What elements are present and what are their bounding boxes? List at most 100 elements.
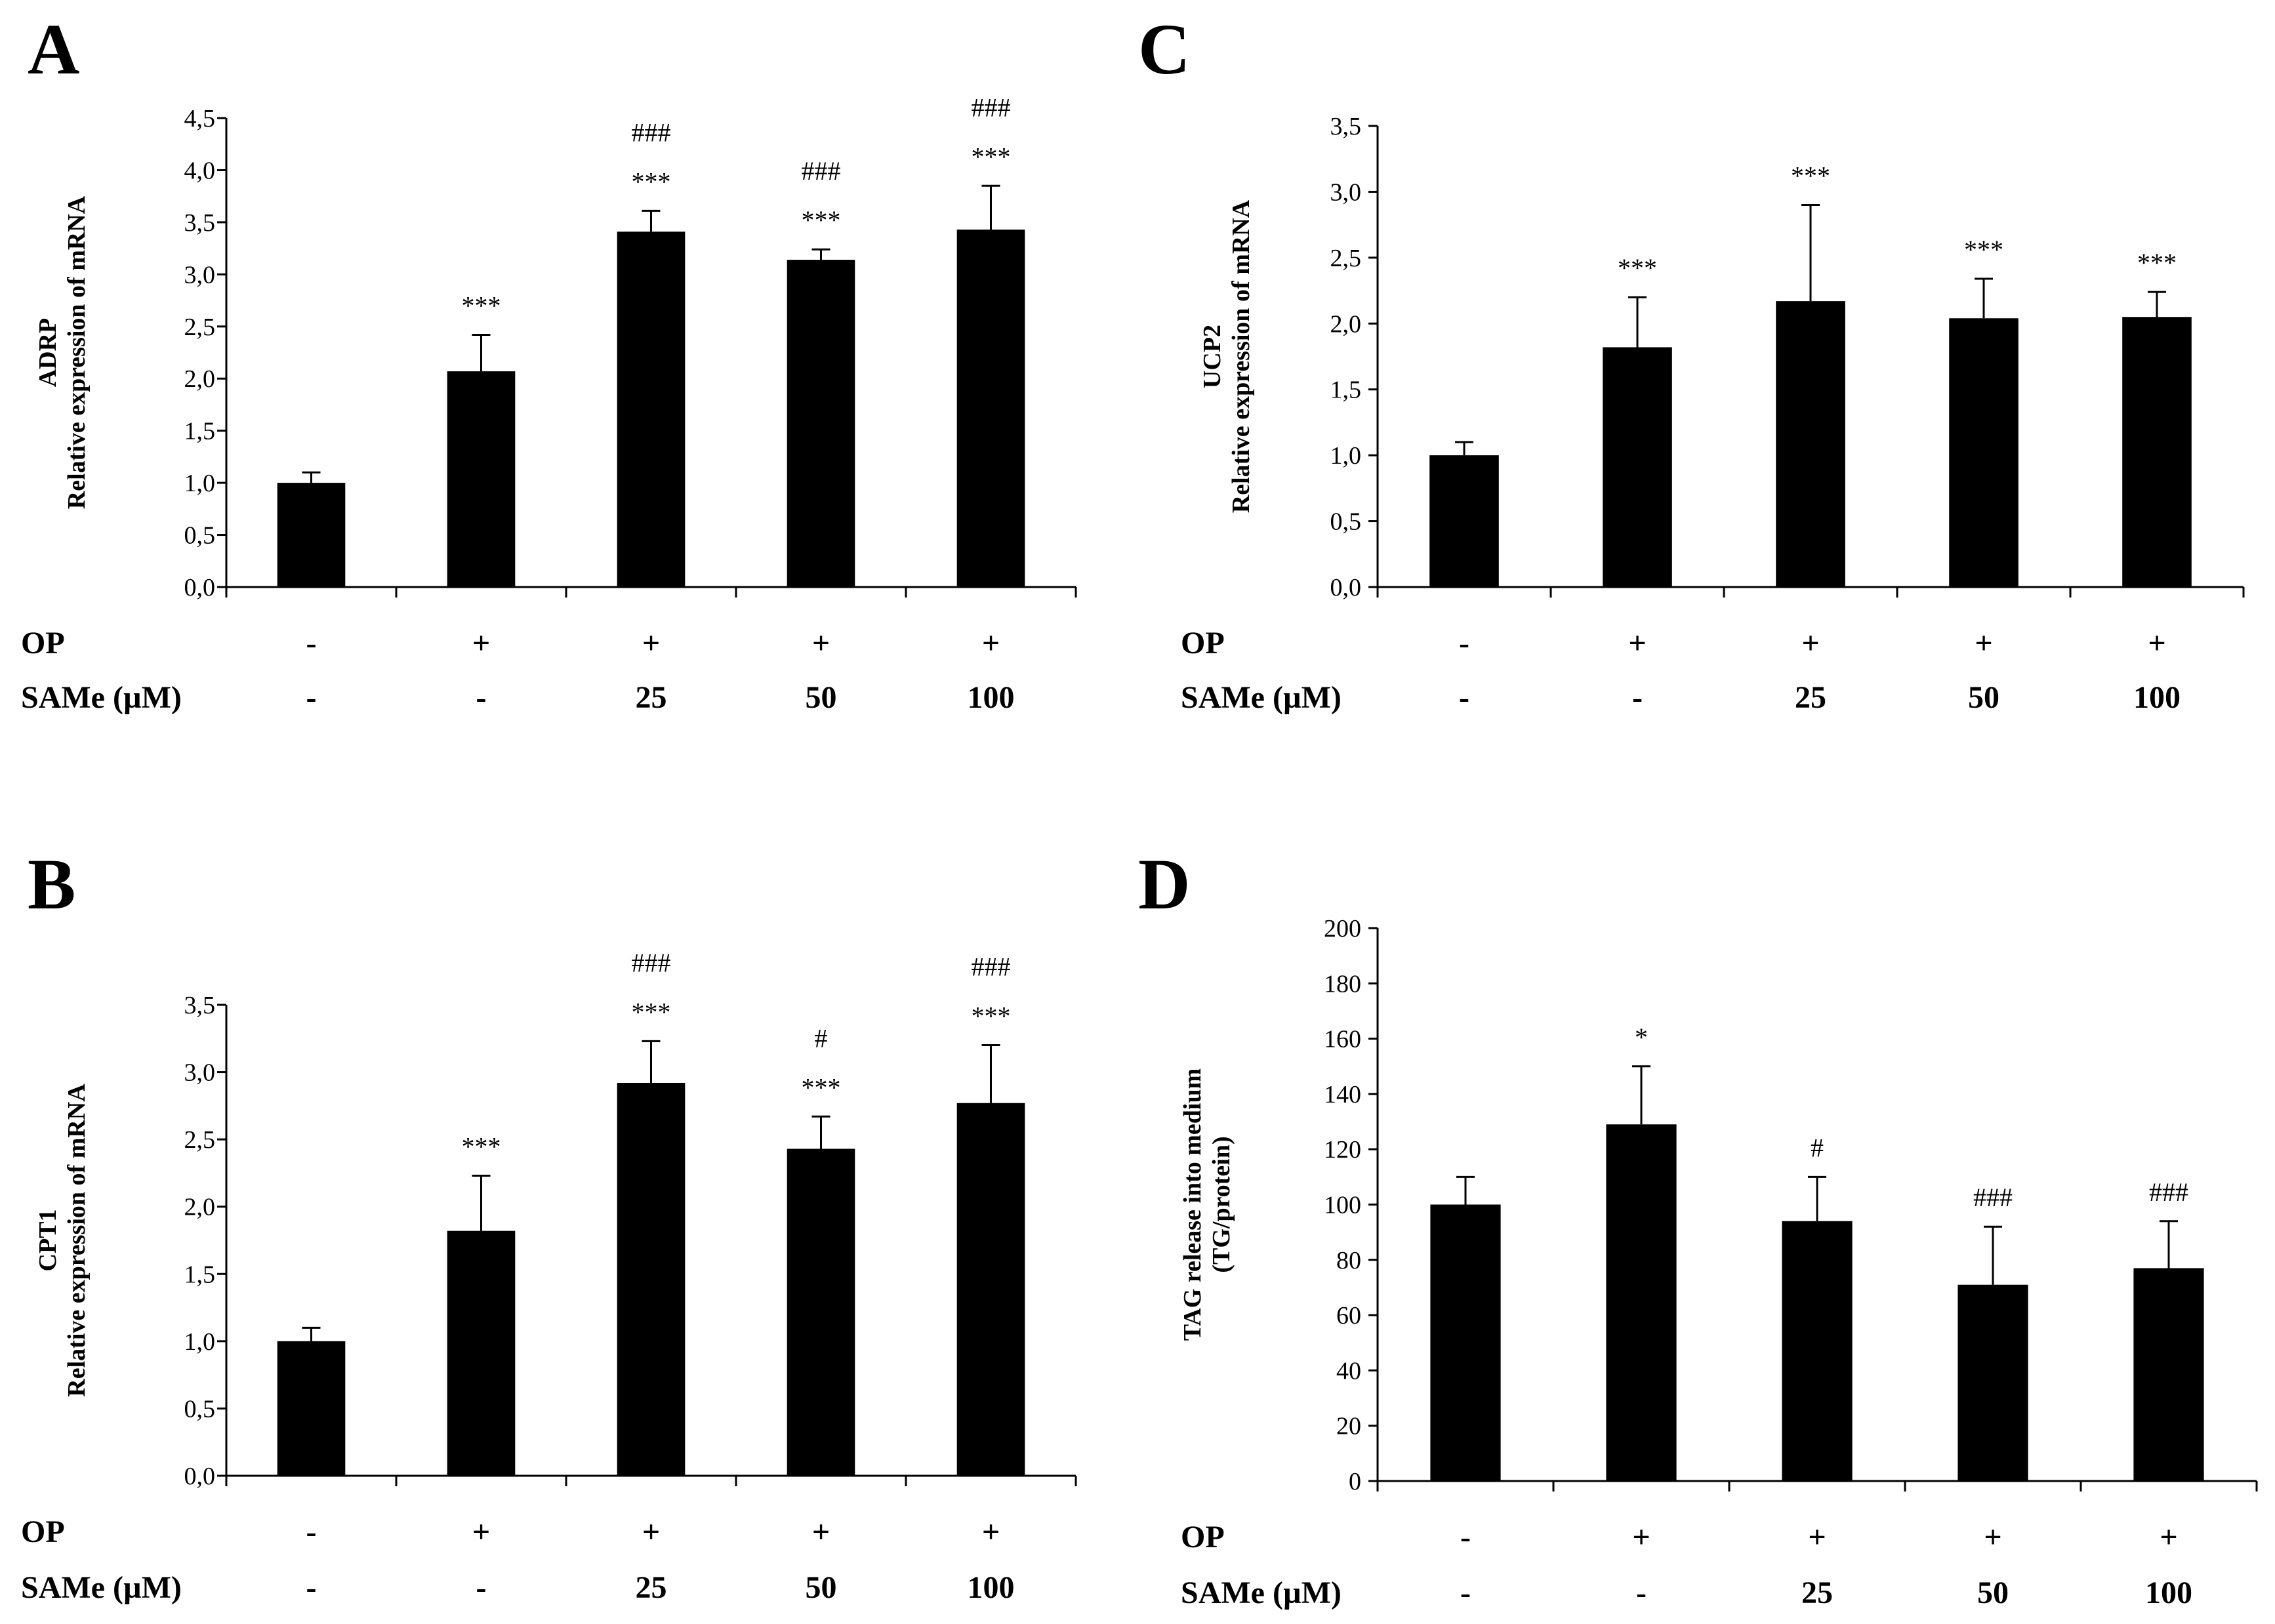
panel-b-significance-star-3: *** xyxy=(632,997,671,1026)
panel-a-bar-5 xyxy=(956,230,1025,587)
panel-c: C 0,0 0,5 1,0 1,5 2,0 2,5 3,0 3,5 UCP2 Relative ex… xyxy=(1138,9,2245,715)
panel-d-y-tick-label: 200 xyxy=(1324,915,1361,943)
panel-d-bar-1 xyxy=(1430,1204,1501,1481)
panel-a-significance-star-4: *** xyxy=(802,205,841,235)
panel-c-bar-3 xyxy=(1776,301,1845,587)
panel-a-significance-star-3: *** xyxy=(632,167,671,196)
panel-a-same-value-5: 100 xyxy=(968,680,1015,715)
panel-d-op-value-3: + xyxy=(1808,1520,1826,1554)
panel-c-bar-4 xyxy=(1949,318,2019,587)
panel-d-y-tick-label: 160 xyxy=(1324,1026,1361,1053)
panel-a-same-row-label: SAMe (µM) xyxy=(21,680,182,715)
panel-a-op-value-5: + xyxy=(982,626,1000,660)
panel-a-y-tick-label: 3,0 xyxy=(184,261,216,289)
panel-a-bar-4 xyxy=(787,260,855,587)
panel-b-bar-4 xyxy=(787,1148,855,1476)
panel-c-significance-star-5: *** xyxy=(2137,248,2177,277)
panel-b-y-tick-label: 0,5 xyxy=(184,1395,216,1423)
panel-c-y-tick-label: 0,5 xyxy=(1330,508,1362,536)
panel-b-same-value-3: 25 xyxy=(636,1570,667,1605)
panel-a-y-tick-label: 3,5 xyxy=(184,209,216,237)
panel-d-y-tick-label: 40 xyxy=(1336,1357,1361,1385)
panel-c-same-value-4: 50 xyxy=(1968,680,1999,715)
panel-d-same-value-3: 25 xyxy=(1801,1575,1833,1610)
panel-b-same-row-label: SAMe (µM) xyxy=(21,1570,182,1605)
panel-a-op-value-2: + xyxy=(472,626,490,660)
panel-c-op-value-5: + xyxy=(2148,626,2165,660)
panel-a-same-value-3: 25 xyxy=(636,680,667,715)
panel-d-y-tick-label: 20 xyxy=(1336,1413,1361,1440)
panel-c-y-tick-label: 3,5 xyxy=(1330,113,1362,140)
panel-c-same-value-5: 100 xyxy=(2133,680,2181,715)
panel-b-y-tick-label: 3,0 xyxy=(184,1059,216,1087)
panel-d-bar-2 xyxy=(1606,1124,1677,1481)
panel-c-letter: C xyxy=(1138,9,1190,89)
panel-b-significance-star-5: *** xyxy=(972,1002,1011,1031)
panel-a-op-value-3: + xyxy=(642,626,660,660)
panel-d-letter: D xyxy=(1138,844,1190,924)
panel-d-significance-star-2: * xyxy=(1635,1023,1648,1052)
panel-b-significance-hash-5: ### xyxy=(972,952,1011,982)
panel-a-bar-2 xyxy=(447,371,516,587)
panel-b-significance-star-2: *** xyxy=(462,1132,501,1162)
panel-c-y-tick-label: 3,0 xyxy=(1330,178,1362,206)
panel-b-bar-2 xyxy=(447,1230,516,1476)
panel-a-y-tick-label: 2,5 xyxy=(184,314,216,341)
panel-a-op-row-label: OP xyxy=(21,626,65,660)
panel-d-bar-5 xyxy=(2133,1268,2204,1481)
panel-d-significance-hash-5: ### xyxy=(2149,1177,2188,1207)
panel-c-y-tick-label: 1,0 xyxy=(1330,442,1362,470)
panel-d-op-row-label: OP xyxy=(1181,1520,1225,1554)
panel-a: A 0,0 0,5 1,0 1,5 2,0 2,5 3,0 3,5 4,0 4,5 ADRP Relat… xyxy=(21,9,1077,715)
panel-b-y-tick-label: 2,5 xyxy=(184,1126,216,1154)
panel-c-bar-2 xyxy=(1603,347,1672,587)
panel-d-op-value-5: + xyxy=(2160,1520,2177,1554)
panel-a-same-value-4: 50 xyxy=(806,680,837,715)
panel-d-op-value-1: - xyxy=(1460,1520,1471,1554)
panel-c-y-tick-label: 1,5 xyxy=(1330,376,1362,404)
panel-a-y-tick-label: 4,5 xyxy=(184,105,216,132)
panel-c-op-value-2: + xyxy=(1628,626,1646,660)
panel-a-significance-hash-4: ### xyxy=(802,156,841,186)
panel-b-bar-3 xyxy=(617,1082,686,1476)
panel-c-same-value-2: - xyxy=(1632,680,1643,715)
panel-b-op-value-4: + xyxy=(812,1514,830,1549)
panel-c-significance-star-3: *** xyxy=(1791,161,1830,191)
panel-a-bar-3 xyxy=(617,232,686,587)
panel-b-y-tick-label: 1,0 xyxy=(184,1328,216,1356)
panel-b-y-tick-label: 0,0 xyxy=(184,1463,216,1490)
panel-b-op-value-5: + xyxy=(982,1514,1000,1549)
panel-d-op-value-4: + xyxy=(1984,1520,2001,1554)
panel-b-op-value-2: + xyxy=(472,1514,490,1549)
panel-c-same-row-label: SAMe (µM) xyxy=(1181,680,1342,715)
panel-a-bar-1 xyxy=(277,483,346,587)
panel-a-y-tick-label: 1,5 xyxy=(184,418,216,445)
panel-d-significance-hash-4: ### xyxy=(1973,1183,2013,1212)
panel-a-y-label-line2: Relative expression of mRNA xyxy=(63,195,91,509)
panel-d-y-tick-label: 180 xyxy=(1324,970,1361,998)
panel-a-significance-hash-5: ### xyxy=(972,92,1011,122)
panel-d-y-label-line2: (TG/protein) xyxy=(1208,1136,1235,1272)
panel-d-same-value-5: 100 xyxy=(2145,1575,2192,1610)
panel-d-bar-4 xyxy=(1957,1284,2028,1481)
panel-d-bar-3 xyxy=(1782,1221,1853,1481)
panel-a-op-value-4: + xyxy=(812,626,830,660)
panel-b-letter: B xyxy=(28,844,75,924)
panel-c-bar-5 xyxy=(2122,317,2192,587)
panel-b-same-value-2: - xyxy=(476,1570,487,1605)
panel-a-op-value-1: - xyxy=(306,626,317,660)
panel-d-y-tick-label: 60 xyxy=(1336,1302,1361,1330)
panel-c-y-label-line1: UCP2 xyxy=(1199,325,1226,388)
panel-d-op-value-2: + xyxy=(1632,1520,1650,1554)
panel-a-y-tick-label: 4,0 xyxy=(184,157,216,184)
panel-b-same-value-5: 100 xyxy=(968,1570,1015,1605)
panel-b: B 0,0 0,5 1,0 1,5 2,0 2,5 3,0 3,5 CPT1 Relative ex… xyxy=(21,844,1077,1605)
panel-a-y-label-line1: ADRP xyxy=(34,318,62,388)
panel-d-same-row-label: SAMe (µM) xyxy=(1181,1575,1342,1610)
panel-b-significance-hash-3: ### xyxy=(632,948,671,977)
panel-b-bar-5 xyxy=(956,1103,1025,1476)
panel-c-y-tick-label: 2,5 xyxy=(1330,245,1362,272)
panel-c-y-label-line2: Relative expression of mRNA xyxy=(1227,199,1255,513)
panel-a-significance-hash-3: ### xyxy=(632,117,671,147)
